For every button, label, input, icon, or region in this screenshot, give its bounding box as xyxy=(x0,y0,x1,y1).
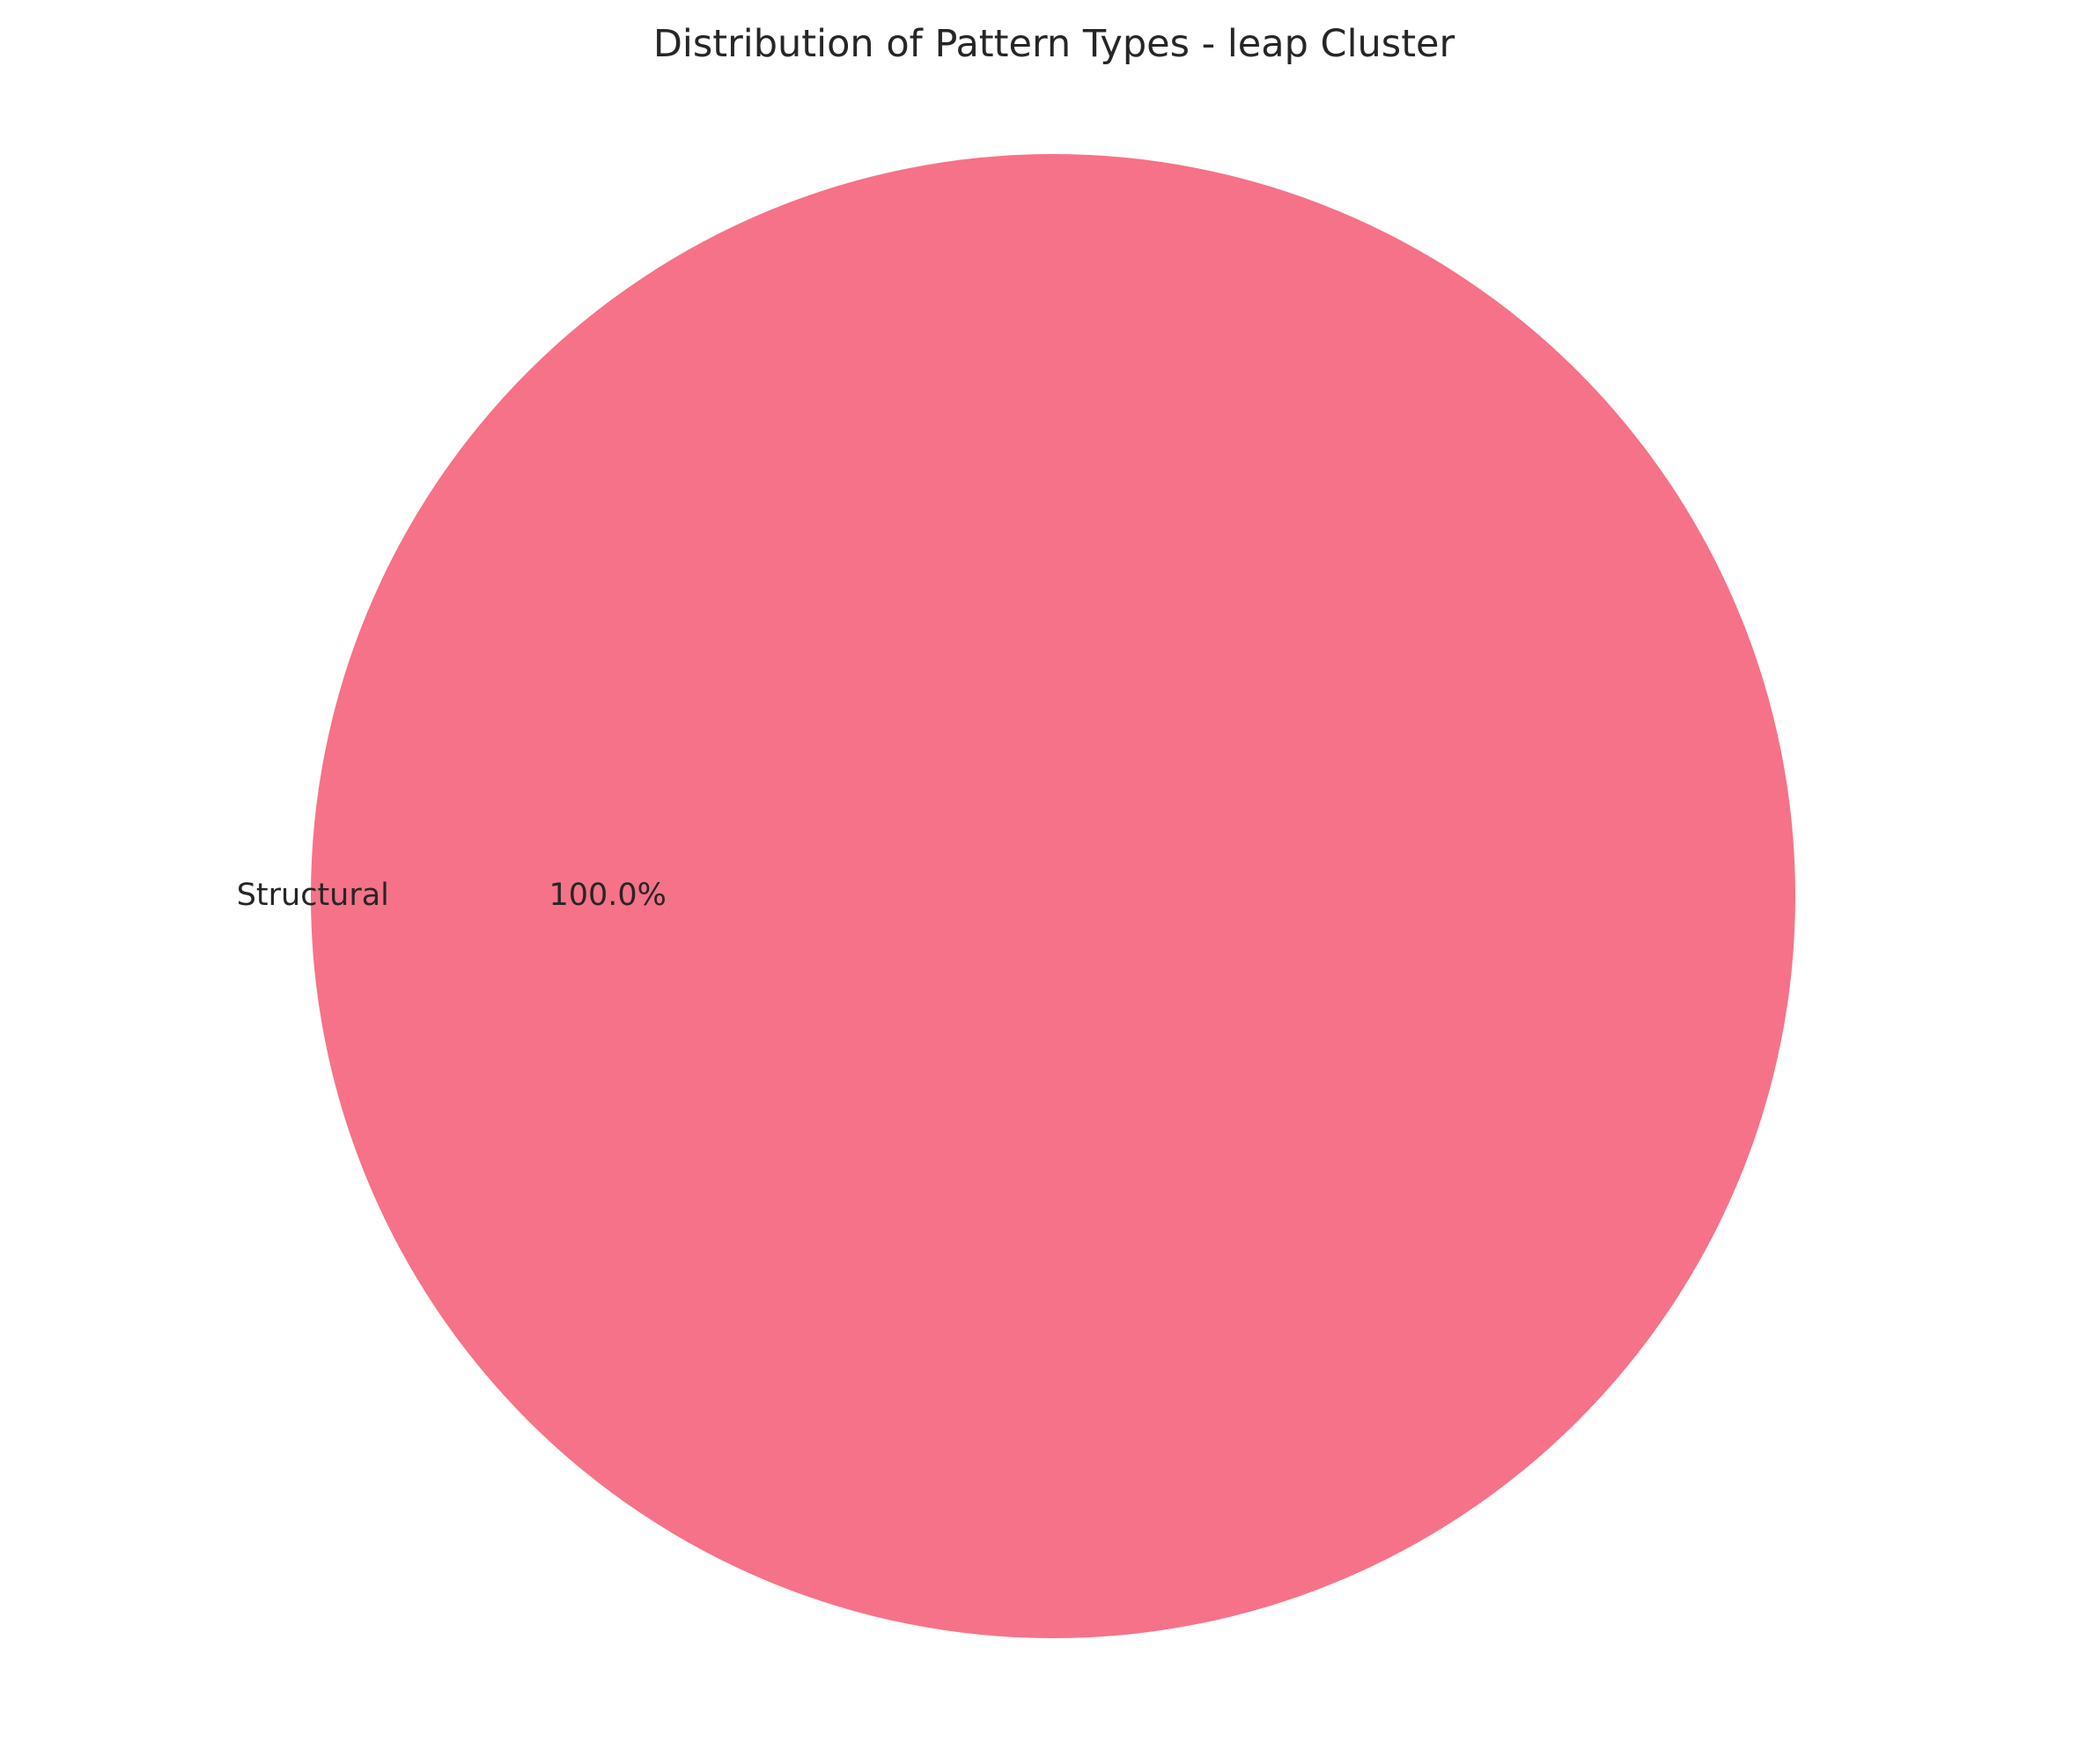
pie-slices xyxy=(311,154,1795,1638)
chart-title: Distribution of Pattern Types - leap Clu… xyxy=(653,22,1455,66)
slice-percent-label: 100.0% xyxy=(549,878,666,913)
pie-slice-structural xyxy=(311,154,1795,1638)
pie-labels: Structural 100.0% xyxy=(237,878,667,913)
slice-label: Structural xyxy=(237,878,389,913)
